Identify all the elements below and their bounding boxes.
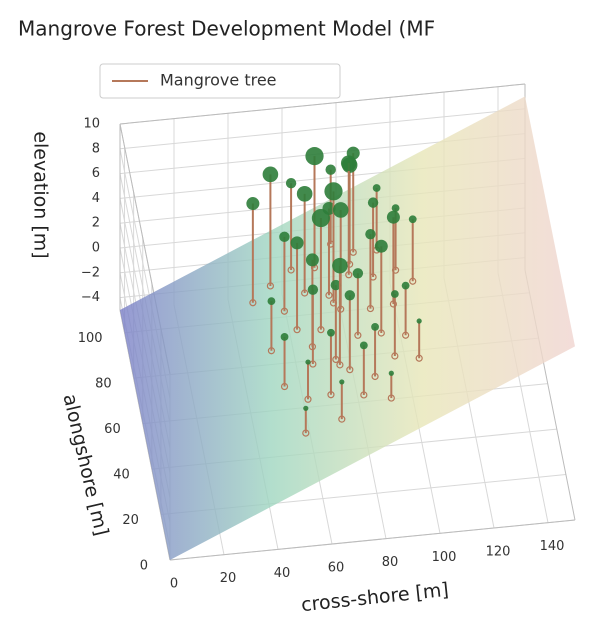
tree-crown — [365, 229, 375, 239]
z-tick-label: −2 — [81, 265, 100, 280]
legend-label: Mangrove tree — [160, 71, 277, 90]
z-tick-label: 4 — [92, 191, 100, 206]
x-tick-label: 0 — [170, 577, 178, 592]
tree-crown — [305, 359, 310, 364]
tree-crown — [360, 341, 368, 349]
tree-crown — [333, 202, 349, 218]
tree-crown — [325, 165, 335, 175]
y-axis-label: alongshore [m] — [58, 392, 112, 538]
chart-title: Mangrove Forest Development Model (MF — [18, 17, 435, 41]
z-tick-label: 8 — [92, 141, 100, 156]
tree-crown — [353, 268, 363, 278]
tree-crown — [297, 186, 313, 202]
tree-crown — [409, 215, 417, 223]
tree-crown — [312, 209, 330, 227]
tree-crown — [305, 147, 323, 165]
legend: Mangrove tree — [100, 64, 340, 98]
tree-crown — [373, 184, 381, 192]
z-tick-label: 10 — [83, 117, 100, 132]
tree-crown — [286, 178, 296, 188]
z-tick-label: 0 — [92, 241, 100, 256]
tree-crown — [371, 323, 379, 331]
z-tick-label: 6 — [92, 166, 100, 181]
tree-crown — [281, 333, 289, 341]
x-tick-label: 120 — [486, 545, 511, 560]
z-tick-label: 2 — [92, 216, 100, 231]
x-tick-label: 140 — [540, 539, 565, 554]
tree-crown — [327, 329, 335, 337]
tree-crown — [345, 290, 355, 300]
tree-crown — [303, 406, 308, 411]
x-tick-label: 80 — [382, 555, 399, 570]
tree-crown — [246, 197, 259, 210]
tree-crown — [389, 371, 394, 376]
x-axis-label: cross-shore [m] — [300, 579, 450, 616]
y-tick-label: 20 — [122, 513, 139, 528]
tree-crown — [375, 240, 388, 253]
tree-crown — [341, 155, 357, 171]
tree-crown — [279, 232, 289, 242]
tree-crown — [291, 236, 304, 249]
tree-crown — [417, 318, 422, 323]
x-tick-label: 100 — [432, 550, 457, 565]
tree-crown — [324, 182, 342, 200]
y-tick-label: 60 — [104, 422, 121, 437]
tree-crown — [368, 197, 378, 207]
tree-crown — [387, 211, 400, 224]
tree-crown — [306, 253, 319, 266]
tree-crown — [402, 282, 410, 290]
tree-crown — [332, 258, 348, 274]
z-tick-label: −4 — [81, 290, 100, 305]
y-tick-label: 100 — [78, 331, 103, 346]
z-axis-label: elevation [m] — [30, 131, 52, 258]
y-tick-label: 0 — [140, 559, 148, 574]
tree-crown — [263, 167, 279, 183]
y-tick-label: 40 — [113, 468, 130, 483]
tree-crown — [391, 290, 399, 298]
tree-crown — [308, 284, 318, 294]
x-tick-label: 20 — [220, 571, 237, 586]
tree-crown — [339, 379, 344, 384]
x-tick-label: 60 — [328, 561, 345, 576]
y-tick-label: 80 — [95, 377, 112, 392]
tree-crown — [268, 297, 276, 305]
chart: Mangrove Forest Development Model (MF el… — [0, 0, 604, 630]
x-tick-label: 40 — [274, 566, 291, 581]
